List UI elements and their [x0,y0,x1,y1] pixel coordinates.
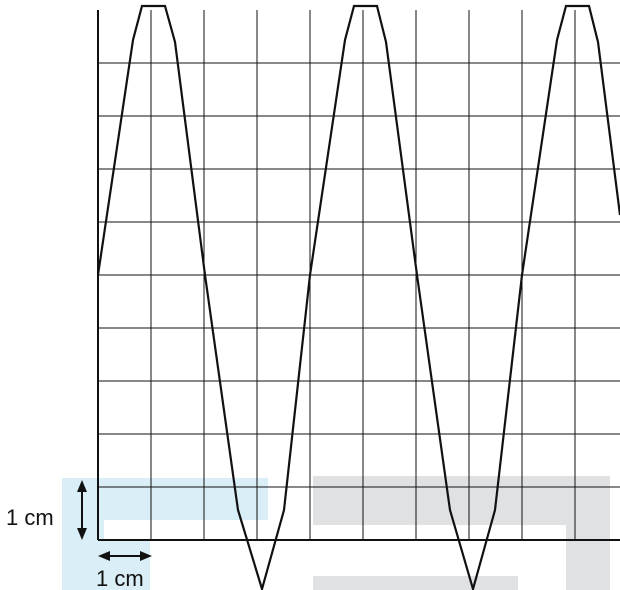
horizontal-scale-label: 1 cm [96,566,144,590]
overlay-blue-shape [62,478,268,590]
triangular-waveform [96,4,620,590]
overlay-grey-shape [313,476,610,590]
vertical-scale-arrow [77,480,87,540]
vertical-scale-label: 1 cm [6,505,54,530]
overlay-shapes [62,476,610,590]
overlay-grey-bar [313,576,518,590]
horizontal-scale-arrow [98,551,152,561]
grid [98,10,620,540]
